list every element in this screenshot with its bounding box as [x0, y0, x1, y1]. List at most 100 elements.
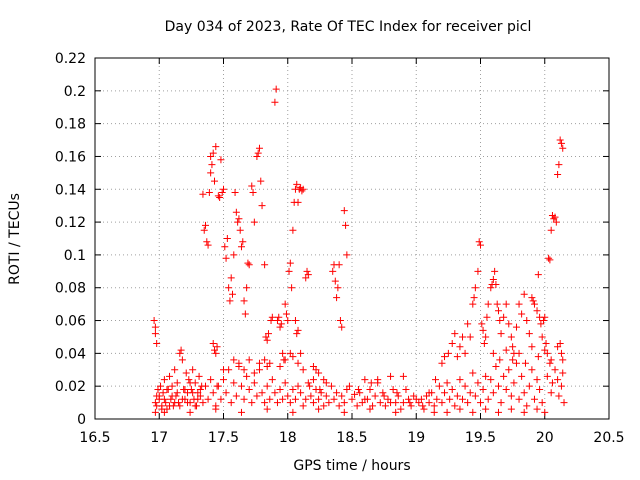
data-point	[461, 349, 469, 357]
data-point	[518, 310, 526, 318]
data-point	[163, 385, 171, 393]
data-point	[367, 379, 375, 387]
data-point	[525, 330, 533, 338]
data-point	[291, 395, 299, 403]
data-point	[397, 405, 405, 413]
data-point	[284, 392, 292, 400]
data-point	[237, 408, 245, 416]
data-point	[327, 382, 335, 390]
y-axis-label: ROTI / TECUs	[7, 193, 23, 285]
data-point	[162, 399, 170, 407]
data-point	[258, 389, 266, 397]
data-point	[555, 161, 563, 169]
data-point	[399, 399, 407, 407]
data-point	[343, 385, 351, 393]
data-point	[521, 359, 529, 367]
data-point	[494, 382, 502, 390]
chart-title: Day 034 of 2023, Rate Of TEC Index for r…	[165, 19, 532, 35]
data-point	[384, 395, 392, 403]
data-point	[515, 349, 523, 357]
data-point	[419, 402, 427, 410]
data-point	[493, 300, 501, 308]
data-point	[232, 392, 240, 400]
data-point	[541, 408, 549, 416]
data-point	[338, 323, 346, 331]
data-point	[151, 330, 159, 338]
data-point	[151, 399, 159, 407]
data-point	[253, 152, 261, 160]
data-point	[245, 261, 253, 269]
data-point	[227, 274, 235, 282]
data-point	[282, 310, 290, 318]
data-point	[451, 402, 459, 410]
data-point	[505, 366, 513, 374]
data-point	[425, 399, 433, 407]
data-point	[489, 276, 497, 284]
data-point	[533, 405, 541, 413]
data-point	[435, 382, 443, 390]
data-point	[358, 399, 366, 407]
data-point	[376, 399, 384, 407]
data-point	[534, 353, 542, 361]
data-point	[196, 385, 204, 393]
data-point	[155, 392, 163, 400]
data-point	[291, 317, 299, 325]
data-point	[325, 399, 333, 407]
data-point	[543, 372, 551, 380]
data-point	[249, 189, 257, 197]
data-point	[482, 372, 490, 380]
data-point	[405, 395, 413, 403]
data-point	[528, 366, 536, 374]
data-point	[208, 161, 216, 169]
data-point	[466, 333, 474, 341]
data-point	[191, 402, 199, 410]
x-tick-label: 19	[407, 430, 425, 446]
data-point	[276, 362, 284, 370]
data-point	[276, 385, 284, 393]
data-point	[557, 349, 565, 357]
data-point	[448, 340, 456, 348]
data-point	[171, 366, 179, 374]
data-point	[479, 326, 487, 334]
data-point	[502, 346, 510, 354]
data-point	[281, 379, 289, 387]
data-point	[428, 389, 436, 397]
data-point	[315, 405, 323, 413]
data-point	[494, 307, 502, 315]
data-point	[184, 399, 192, 407]
data-point	[415, 399, 423, 407]
y-tick-label: 0.1	[64, 248, 86, 264]
data-point	[406, 399, 414, 407]
data-point	[547, 226, 555, 234]
data-point	[285, 267, 293, 275]
data-point	[166, 372, 174, 380]
data-point	[186, 379, 194, 387]
data-point	[379, 389, 387, 397]
data-point	[297, 389, 305, 397]
data-point	[235, 215, 243, 223]
data-point	[342, 221, 350, 229]
data-point	[470, 294, 478, 302]
data-point	[333, 294, 341, 302]
data-point	[484, 300, 492, 308]
data-point	[366, 385, 374, 393]
data-point	[456, 376, 464, 384]
data-point	[273, 399, 281, 407]
data-point	[541, 313, 549, 321]
data-point	[518, 372, 526, 380]
data-point	[554, 171, 562, 179]
data-point	[257, 177, 265, 185]
data-point	[255, 359, 263, 367]
data-point	[186, 408, 194, 416]
data-point	[528, 343, 536, 351]
data-point	[289, 353, 297, 361]
data-point	[230, 251, 238, 259]
data-point	[496, 356, 504, 364]
data-point	[366, 405, 374, 413]
data-point	[297, 349, 305, 357]
data-point	[240, 297, 248, 305]
data-point	[166, 402, 174, 410]
data-point	[475, 238, 483, 246]
data-point	[394, 392, 402, 400]
data-point	[288, 284, 296, 292]
